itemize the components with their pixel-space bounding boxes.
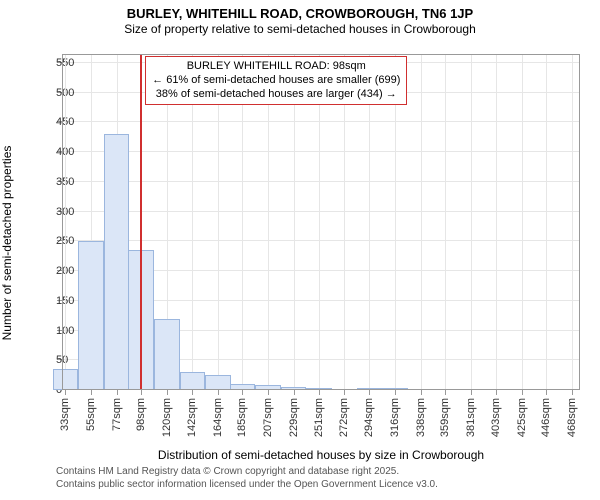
x-tick-label: 468sqm	[566, 398, 578, 437]
x-tick-label: 33sqm	[59, 398, 71, 431]
x-tick-label: 316sqm	[389, 398, 401, 437]
x-tick-label: 403sqm	[490, 398, 502, 437]
x-tick-label: 294sqm	[363, 398, 375, 437]
y-axis-label: Number of semi-detached properties	[0, 48, 14, 438]
attribution: Contains HM Land Registry data © Crown c…	[56, 466, 586, 491]
x-tick-label: 120sqm	[161, 398, 173, 437]
attribution-line: Contains HM Land Registry data © Crown c…	[56, 466, 586, 479]
x-tick-label: 55sqm	[85, 398, 97, 431]
chart-subtitle: Size of property relative to semi-detach…	[0, 22, 600, 37]
x-tick-label: 272sqm	[338, 398, 350, 437]
x-tick-label: 338sqm	[415, 398, 427, 437]
attribution-line: Contains public sector information licen…	[56, 479, 586, 492]
x-axis-label: Distribution of semi-detached houses by …	[56, 448, 586, 462]
x-tick-label: 207sqm	[262, 398, 274, 437]
x-tick-label: 381sqm	[465, 398, 477, 437]
plot-border	[62, 54, 580, 390]
x-tick-label: 164sqm	[212, 398, 224, 437]
plot-area: 05010015020025030035040045050055033sqm55…	[56, 48, 586, 438]
x-tick-label: 446sqm	[540, 398, 552, 437]
x-tick-label: 251sqm	[313, 398, 325, 437]
chart-title: BURLEY, WHITEHILL ROAD, CROWBOROUGH, TN6…	[0, 0, 600, 22]
x-tick-label: 98sqm	[135, 398, 147, 431]
x-tick-label: 77sqm	[111, 398, 123, 431]
x-tick-label: 142sqm	[186, 398, 198, 437]
x-tick-label: 425sqm	[516, 398, 528, 437]
property-size-chart: BURLEY, WHITEHILL ROAD, CROWBOROUGH, TN6…	[0, 0, 600, 500]
x-tick-label: 359sqm	[439, 398, 451, 437]
x-tick-label: 185sqm	[236, 398, 248, 437]
x-tick-label: 229sqm	[288, 398, 300, 437]
